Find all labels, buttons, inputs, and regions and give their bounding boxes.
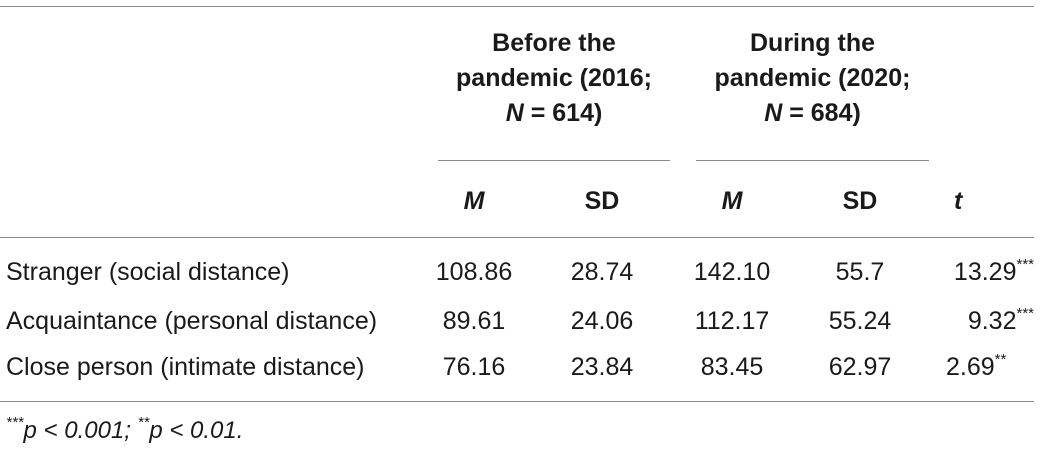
bottom-rule [0,401,1034,402]
cell-sd-during: 55.24 [828,307,892,335]
cell-t: 9.32*** [967,305,1034,335]
cell-m-before: 108.86 [435,258,513,286]
top-rule [0,6,1034,7]
group-header-line3: N = 684) [764,99,861,127]
col-header-m-before: M [463,187,485,215]
row-label: Stranger (social distance) [6,258,290,286]
col-header-sd-during: SD [842,187,878,215]
cell-sd-before: 28.74 [570,258,634,286]
cell-m-during: 83.45 [700,353,764,381]
row-label: Close person (intimate distance) [6,353,365,381]
table-footnote: ***p < 0.001; **p < 0.01. [6,414,244,444]
cell-sd-before: 24.06 [570,307,634,335]
cell-m-during: 142.10 [693,258,771,286]
group-header-line1: During the [750,29,875,57]
col-header-m-during: M [721,187,743,215]
group-header-line2: pandemic (2016; [456,64,652,92]
cell-m-before: 76.16 [442,353,506,381]
group-rule-during [696,160,929,161]
significance-marker: *** [1016,305,1034,322]
group-header-line3: N = 614) [505,99,603,127]
group-header-before: Before the pandemic (2016; N = 614) [438,26,670,131]
cell-sd-during: 55.7 [835,258,885,286]
cell-t: 13.29*** [953,256,1034,286]
col-header-sd-before: SD [584,187,620,215]
row-label: Acquaintance (personal distance) [6,307,378,335]
significance-marker: *** [1016,256,1034,273]
cell-sd-during: 62.97 [828,353,892,381]
significance-marker: ** [994,351,1007,368]
group-header-line1: Before the [492,29,616,57]
cell-m-during: 112.17 [694,307,770,335]
col-header-t: t [954,187,963,215]
cell-m-before: 89.61 [442,307,506,335]
group-header-line2: pandemic (2020; [714,64,911,92]
cell-t: 2.69** [946,351,1007,381]
header-rule [0,237,1034,238]
cell-sd-before: 23.84 [570,353,634,381]
group-header-during: During the pandemic (2020; N = 684) [696,26,929,131]
group-rule-before [438,160,670,161]
